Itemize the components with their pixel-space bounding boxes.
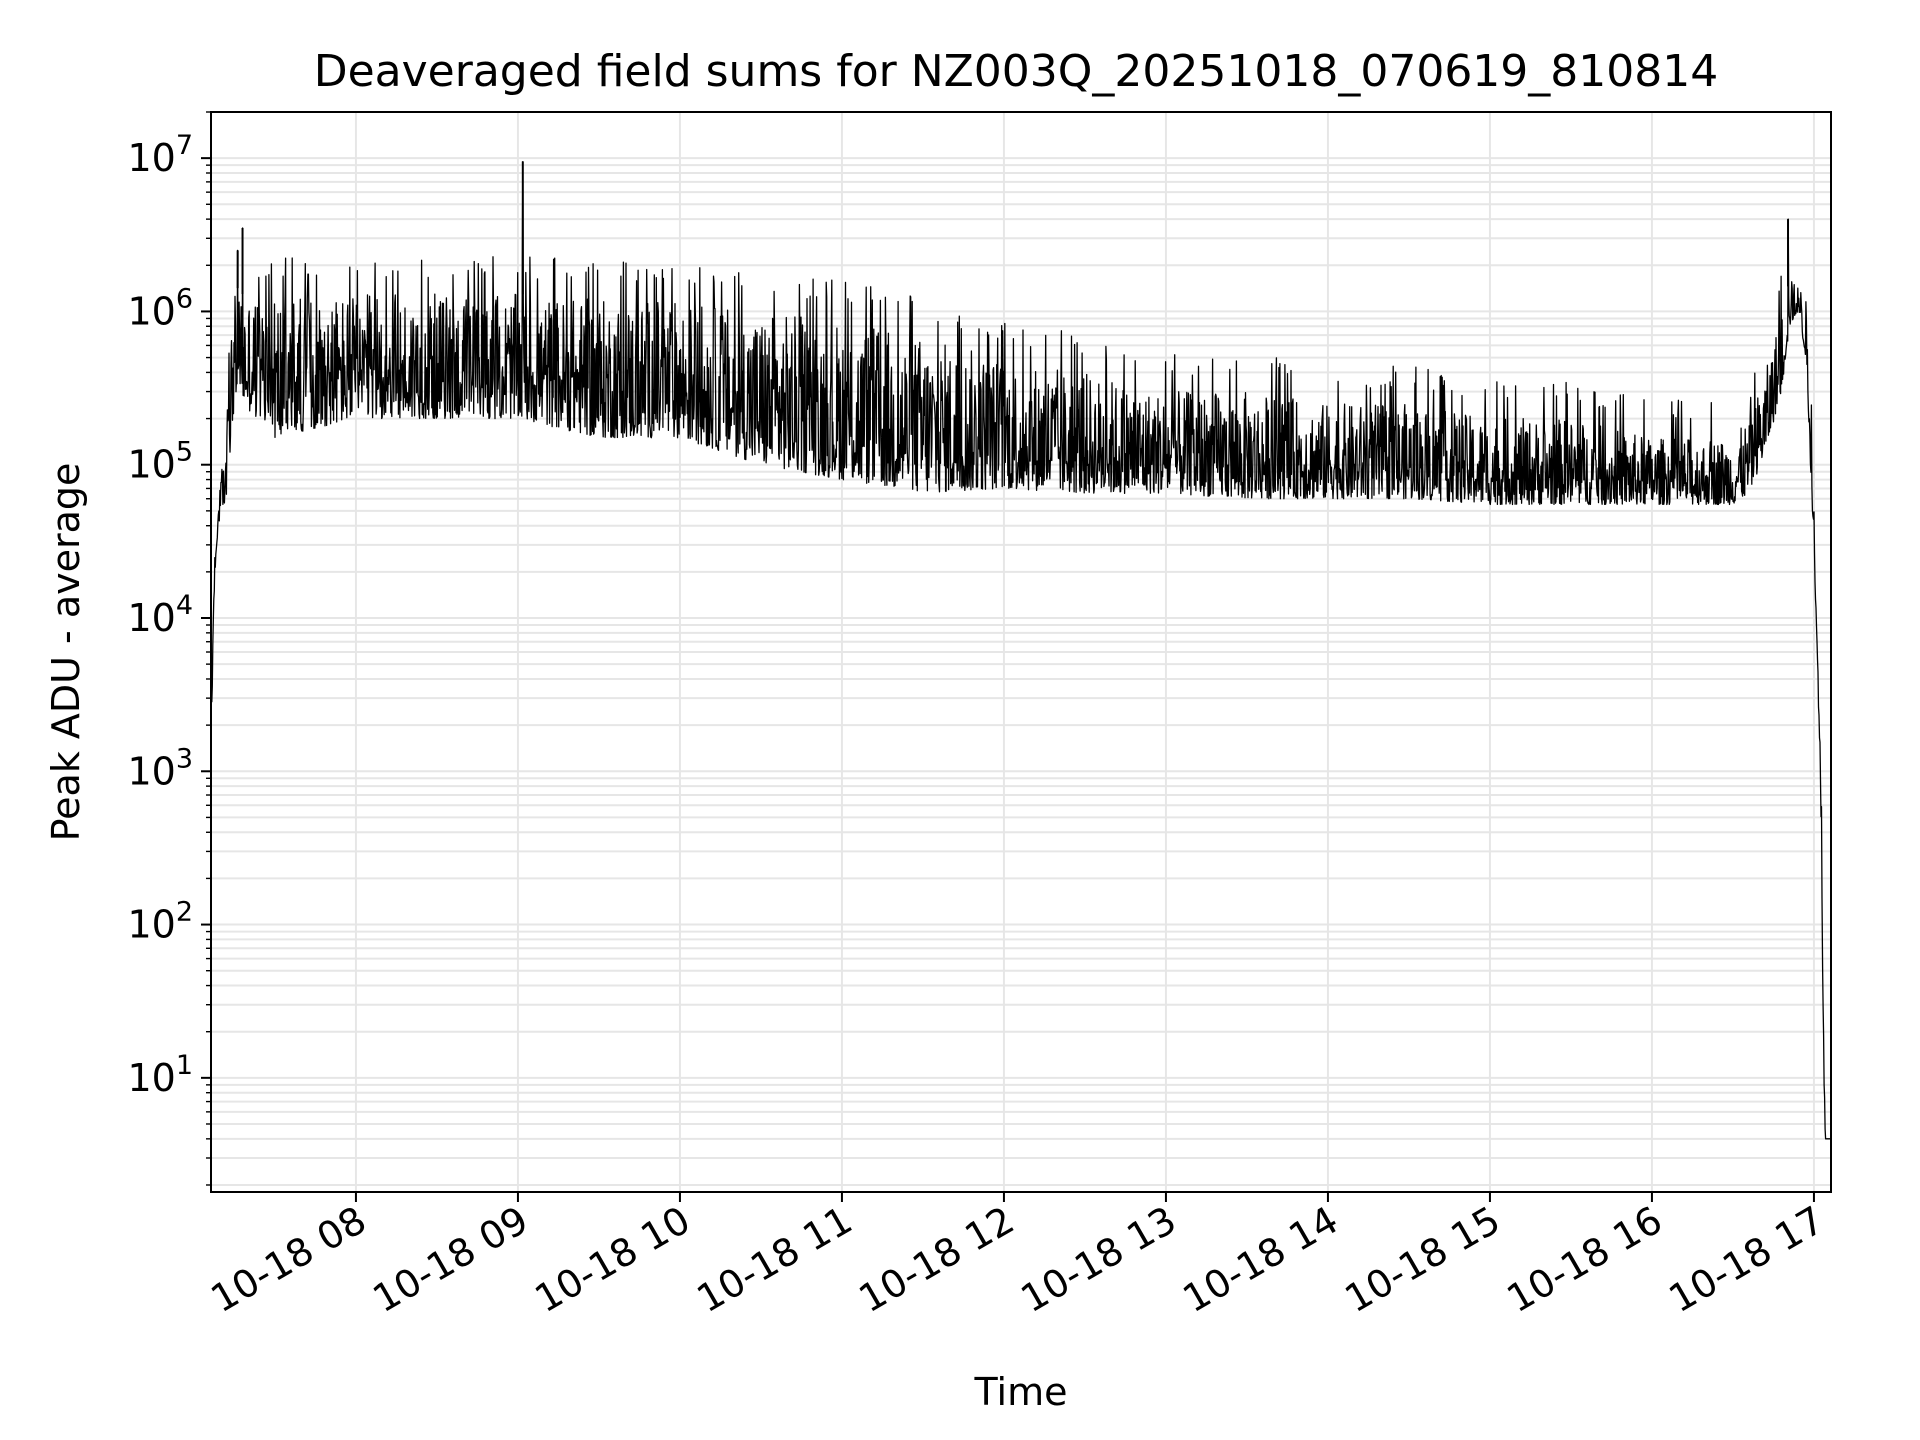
x-tick-label: 10-18 11 bbox=[689, 1198, 859, 1322]
x-tick-label: 10-18 09 bbox=[365, 1198, 535, 1322]
y-tick-label: 104 bbox=[127, 590, 193, 640]
y-tick-label: 102 bbox=[127, 897, 193, 947]
y-tick-label: 101 bbox=[127, 1050, 193, 1100]
y-tick-label: 107 bbox=[127, 130, 193, 180]
y-axis-label: Peak ADU - average bbox=[44, 463, 88, 842]
x-tick-label: 10-18 10 bbox=[527, 1198, 697, 1322]
x-tick-label: 10-18 13 bbox=[1013, 1198, 1183, 1322]
x-axis-label: Time bbox=[974, 1370, 1068, 1414]
grid-layer bbox=[211, 111, 1831, 1192]
y-tick-label: 103 bbox=[127, 743, 193, 793]
x-tick-label: 10-18 17 bbox=[1661, 1198, 1831, 1322]
y-tick-label: 105 bbox=[127, 437, 193, 487]
x-tick-label: 10-18 12 bbox=[851, 1198, 1021, 1322]
chart-title: Deaveraged field sums for NZ003Q_2025101… bbox=[314, 46, 1719, 97]
x-tick-label: 10-18 14 bbox=[1175, 1198, 1345, 1322]
y-tick-label: 106 bbox=[127, 283, 193, 333]
x-tick-label: 10-18 16 bbox=[1499, 1198, 1669, 1322]
x-tick-label: 10-18 08 bbox=[203, 1198, 373, 1322]
data-series-line bbox=[211, 160, 1831, 1140]
x-tick-label: 10-18 15 bbox=[1337, 1198, 1507, 1322]
data-layer bbox=[211, 160, 1831, 1140]
